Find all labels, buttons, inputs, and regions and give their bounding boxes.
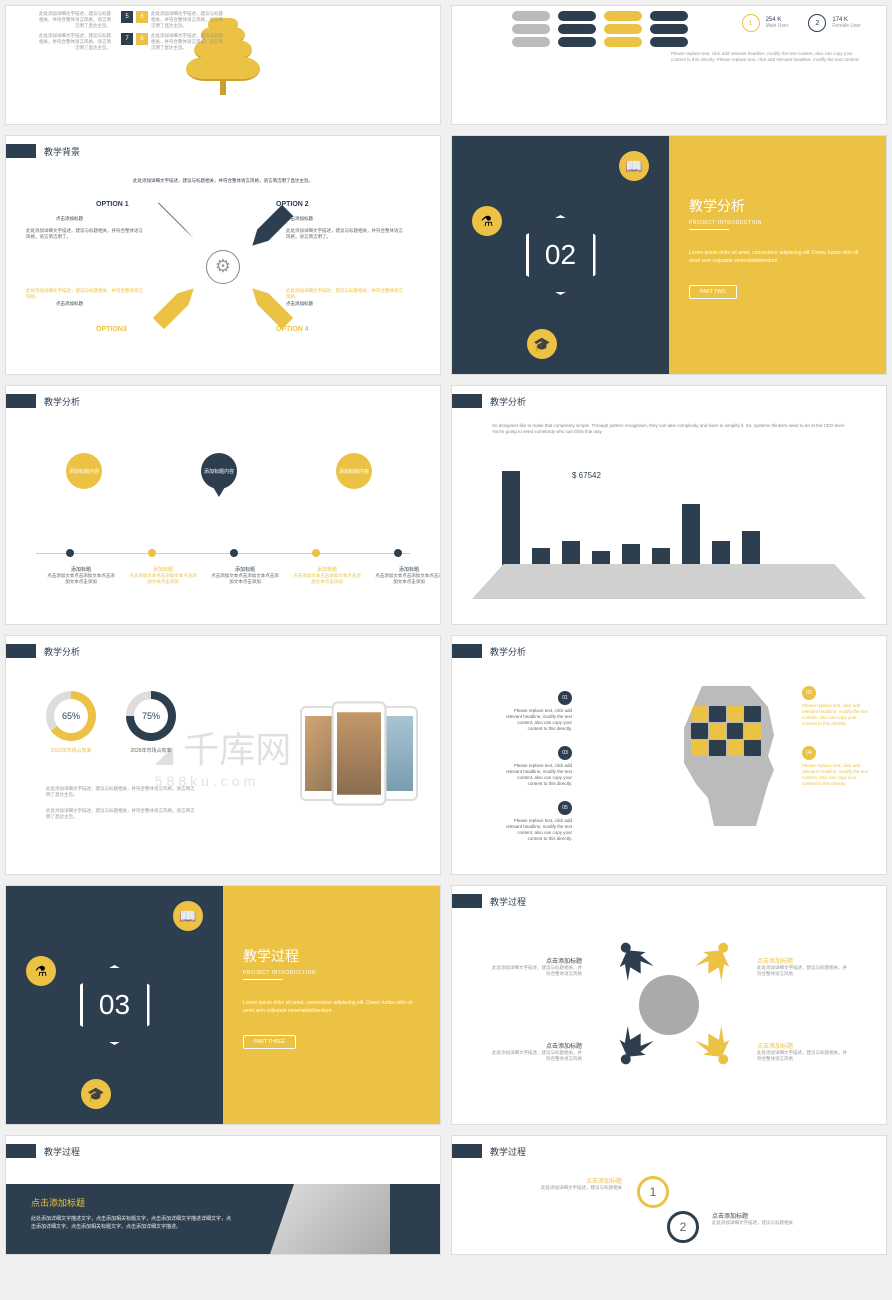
hexagon: 03 <box>80 965 150 1045</box>
para2: 此处添加详细文字描述，建议与标题相关，并符合整体语言风格，语言简洁明了直达主旨。 <box>46 808 196 820</box>
title: 教学分析 <box>44 645 80 658</box>
slide-4-section: 📖 ⚗ 🎓 02 教学分析 PROJECT INTRODUCTION Lorem… <box>451 135 887 375</box>
cap-icon: 🎓 <box>527 329 557 359</box>
slide-grid: 5此处添加详细文字描述，建议与标题相关，并符合整体语言风格，语言简洁明了直达主旨… <box>5 5 887 1255</box>
slide-8: 教学分析 01Please replace text, click add re… <box>451 635 887 875</box>
section-sub: PROJECT INTRODUCTION <box>689 220 866 226</box>
flask-icon: ⚗ <box>472 206 502 236</box>
section-sub: PROJECT INTRODUCTION <box>243 970 420 976</box>
head-silhouette <box>666 686 786 826</box>
platform <box>472 564 866 599</box>
slide-1: 5此处添加详细文字描述，建议与标题相关，并符合整体语言风格，语言简洁明了直达主旨… <box>5 5 441 125</box>
slide-5: 教学分析 添加标题内容添加标题内容添加标题内容添加标题点击添加文本点击添加文本点… <box>5 385 441 625</box>
globe-icon <box>639 975 699 1035</box>
title: 教学分析 <box>44 395 80 408</box>
section-desc: Lorem ipsum dolor sit amet, consectetur … <box>689 250 866 265</box>
title: 教学过程 <box>44 1145 80 1158</box>
gear-icon <box>206 250 240 284</box>
part-button[interactable]: PART THREE <box>243 1035 296 1049</box>
part-button[interactable]: PART TWO <box>689 285 737 299</box>
slide-2: 1254 KMale User2174 KFemale User Please … <box>451 5 887 125</box>
desc: So designers like to make that complexit… <box>452 408 886 450</box>
section-desc: Lorem ipsum dolor sit amet, consectetur … <box>243 1000 420 1015</box>
brain-puzzle <box>691 706 761 756</box>
cap-icon: 🎓 <box>81 1079 111 1109</box>
title: 教学分析 <box>490 645 526 658</box>
body: 此处添加详细文字描述文字，点击添加相关标题文字，点击添加详细文字描述详细文字，点… <box>31 1215 231 1231</box>
slide-10: 教学过程 点击添加标题此处添加详细文字描述，建议与标题相关，并符合整体语言风格点… <box>451 885 887 1125</box>
slide-11: 教学过程 点击添加标题 此处添加详细文字描述文字，点击添加相关标题文字，点击添加… <box>5 1135 441 1255</box>
desc: Please replace text, click add relevant … <box>671 51 861 63</box>
title: 教学背景 <box>44 145 80 158</box>
title: 教学分析 <box>490 395 526 408</box>
pill-chart <box>512 11 688 47</box>
title: 教学过程 <box>490 895 526 908</box>
section-title: 教学分析 <box>689 196 866 216</box>
phones <box>308 706 410 801</box>
section-title: 教学过程 <box>243 946 420 966</box>
arrow-diagram <box>206 250 240 284</box>
flask-icon: ⚗ <box>26 956 56 986</box>
caption: 此处添加详细文字描述，建议与标题相关，并符合整体语言风格，语言简洁明了直达主旨。 <box>6 178 440 184</box>
book-icon: 📖 <box>619 151 649 181</box>
slide-12: 教学过程 1点击添加标题此处添加详细文字描述，建议与标题相关2点击添加标题此处添… <box>451 1135 887 1255</box>
bar-chart <box>502 466 836 566</box>
hexagon: 02 <box>526 215 596 295</box>
book-icon: 📖 <box>173 901 203 931</box>
slide-9-section: 📖 ⚗ 🎓 03 教学过程 PROJECT INTRODUCTION Lorem… <box>5 885 441 1125</box>
slide-3: 教学背景 此处添加详细文字描述，建议与标题相关，并符合整体语言风格，语言简洁明了… <box>5 135 441 375</box>
slide-6: 教学分析 So designers like to make that comp… <box>451 385 887 625</box>
slide-7: 教学分析 65%2020年市场占有率75%2025年市场占有率 此处添加详细文字… <box>5 635 441 875</box>
para1: 此处添加详细文字描述，建议与标题相关，并符合整体语言风格，语言简洁明了直达主旨。 <box>46 786 196 798</box>
title: 教学过程 <box>490 1145 526 1158</box>
